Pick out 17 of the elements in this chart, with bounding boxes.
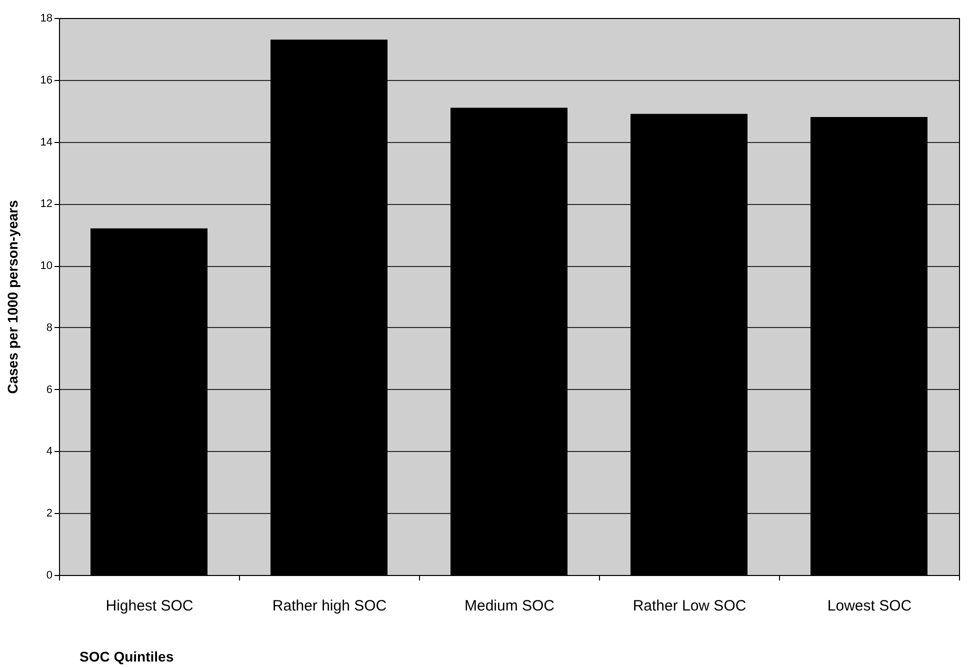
x-tick-label: Medium SOC: [464, 598, 555, 614]
y-tick-label: 0: [46, 570, 52, 582]
x-tick-label: Rather Low SOC: [632, 598, 746, 614]
x-tick-label: Rather high SOC: [272, 598, 387, 614]
y-tick-label: 16: [40, 74, 52, 86]
x-tick-label: Highest SOC: [106, 598, 194, 614]
y-tick-label: 18: [40, 12, 52, 24]
y-tick-label: 10: [40, 260, 52, 272]
y-tick-label: 2: [46, 508, 52, 520]
y-tick-label: 8: [46, 322, 52, 334]
y-tick-label: 4: [46, 446, 52, 458]
y-axis-title: Cases per 1000 person-years: [4, 200, 20, 394]
y-tick-label: 12: [40, 198, 52, 210]
y-tick-label: 14: [40, 136, 52, 148]
y-tick-label: 6: [46, 384, 52, 396]
x-axis-title: SOC Quintiles: [80, 648, 174, 664]
x-tick-label: Lowest SOC: [827, 598, 912, 614]
